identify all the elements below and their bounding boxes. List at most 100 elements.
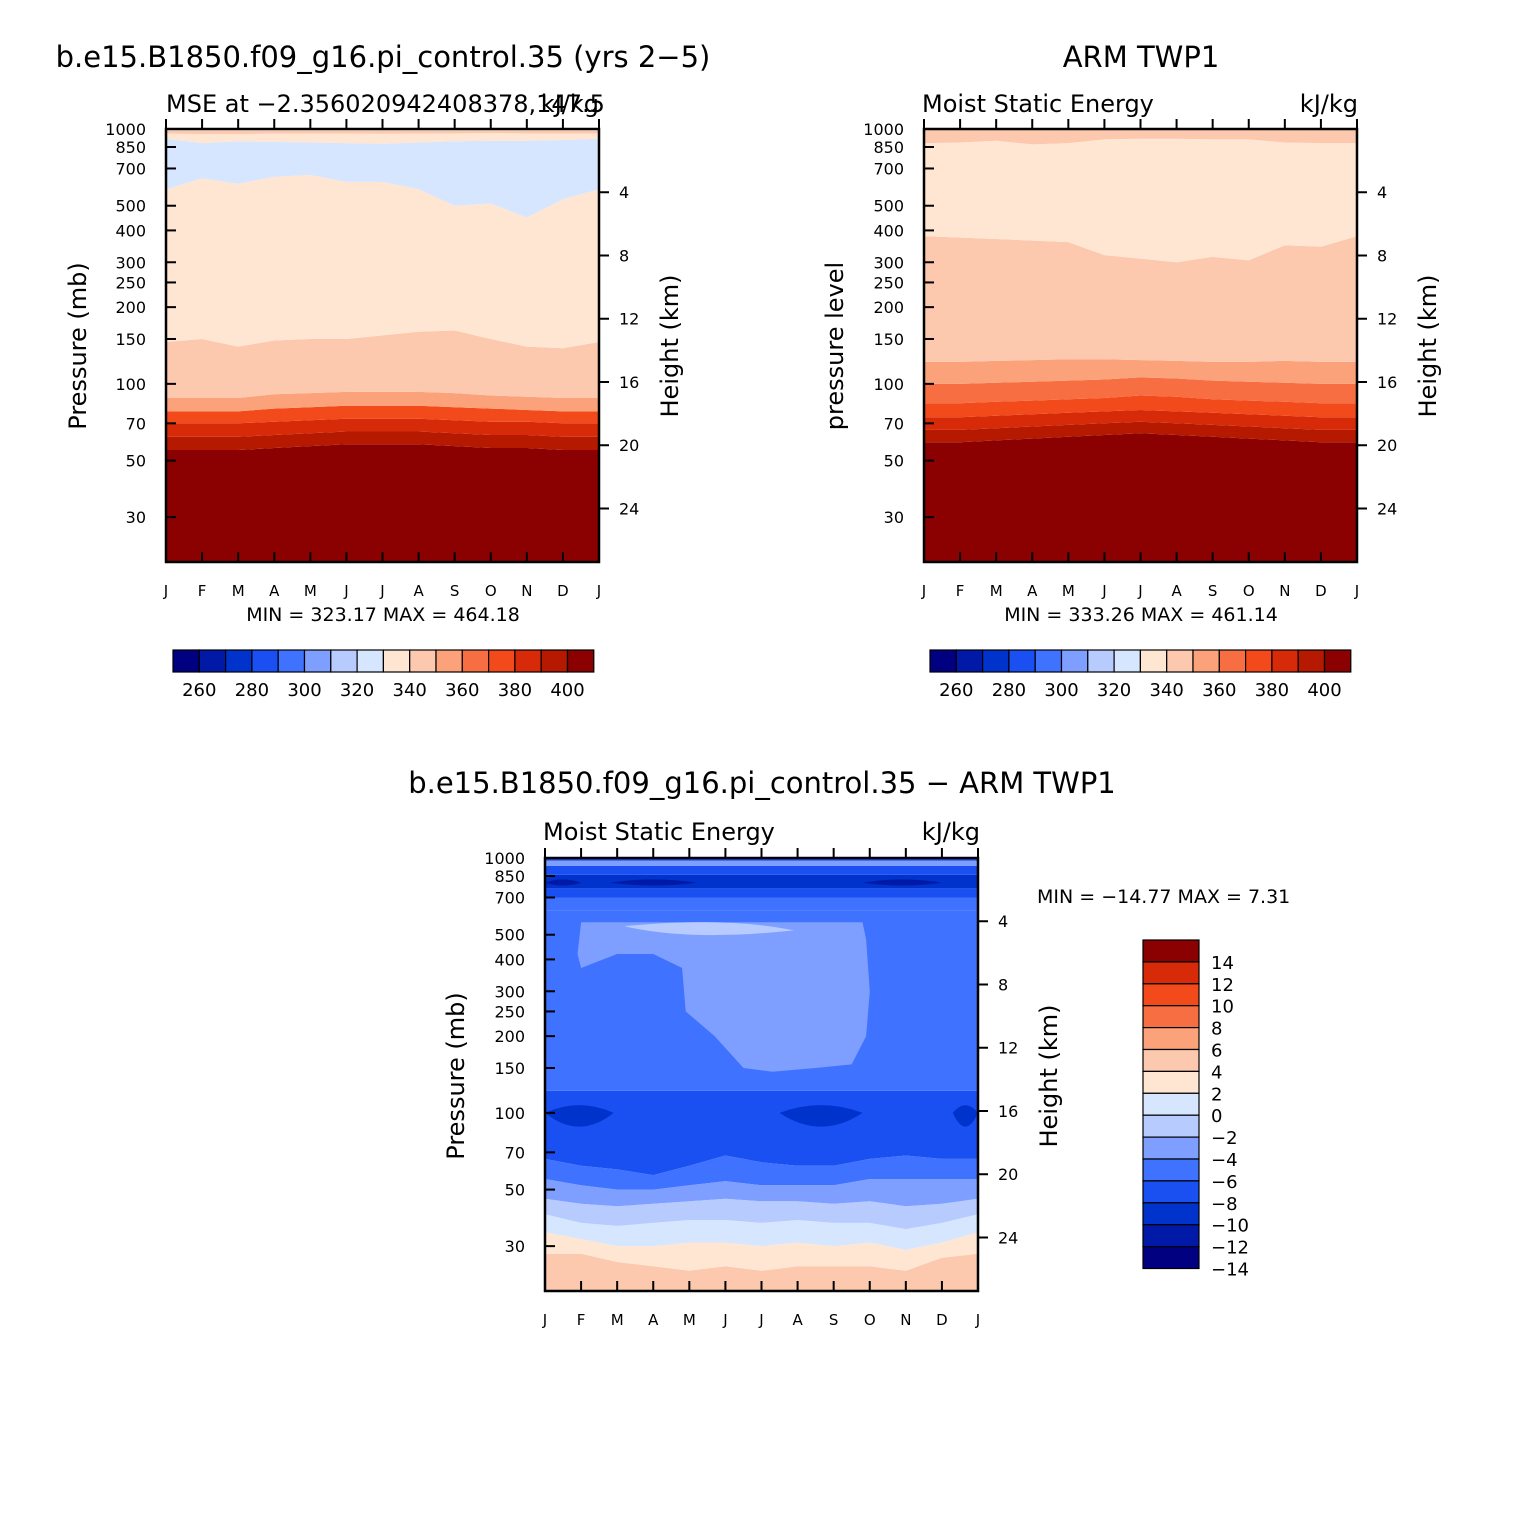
y-right-tick-label: 12 <box>1377 310 1397 329</box>
y-tick-label: 200 <box>494 1027 525 1046</box>
panel-diff: b.e15.B1850.f09_g16.pi_control.35 − ARM … <box>408 766 1290 1329</box>
x-tick-label: O <box>485 582 497 600</box>
x-tick-label: A <box>413 582 424 600</box>
contour-band <box>545 1155 978 1190</box>
colorbar-label: 300 <box>1044 680 1078 701</box>
y-tick-label: 700 <box>873 159 904 178</box>
x-tick-label: J <box>921 582 926 600</box>
y-tick-label: 30 <box>884 508 904 527</box>
colorbar-box <box>1142 961 1200 985</box>
y-right-tick-label: 12 <box>619 310 639 329</box>
y-tick-label: 400 <box>494 950 525 969</box>
y-tick-label: 200 <box>115 298 146 317</box>
colorbar-box <box>1142 1180 1200 1204</box>
colorbar-box <box>1192 649 1220 673</box>
colorbar-box <box>1142 1026 1200 1051</box>
x-tick-label: N <box>521 582 532 600</box>
panel-diff-title: b.e15.B1850.f09_g16.pi_control.35 − ARM … <box>408 766 1116 800</box>
colorbar-box <box>929 649 957 673</box>
colorbar-box <box>1142 983 1200 1007</box>
y-tick-label: 300 <box>873 253 904 272</box>
colorbar-label: 260 <box>182 680 216 701</box>
colorbar-box <box>409 649 437 673</box>
y-right-tick-label: 16 <box>619 373 639 392</box>
panel-model: b.e15.B1850.f09_g16.pi_control.35 (yrs 2… <box>56 40 711 701</box>
panel-obs-y-right-label: Height (km) <box>1414 275 1442 418</box>
colorbar-box <box>540 649 569 673</box>
y-right-tick-label: 4 <box>619 183 629 202</box>
colorbar-label: −6 <box>1211 1172 1238 1193</box>
panel-obs-stats: MIN = 333.26 MAX = 461.14 <box>1004 604 1278 626</box>
contour-band <box>545 1232 978 1271</box>
colorbar-box <box>566 649 595 673</box>
x-tick-label: D <box>557 582 569 600</box>
x-tick-label: J <box>1354 582 1359 600</box>
y-tick-label: 50 <box>126 452 146 471</box>
colorbar-label: −10 <box>1211 1216 1249 1237</box>
x-tick-label: D <box>1315 582 1327 600</box>
colorbar-box <box>1113 649 1141 673</box>
contour-band <box>545 860 978 866</box>
y-tick-label: 30 <box>126 508 146 527</box>
x-tick-label: J <box>975 1311 980 1329</box>
y-tick-label: 30 <box>505 1237 525 1256</box>
colorbar-box <box>303 649 332 673</box>
colorbar-box <box>981 649 1010 673</box>
y-tick-label: 500 <box>115 197 146 216</box>
contour-band <box>545 1090 978 1176</box>
y-right-tick-label: 8 <box>619 246 629 265</box>
y-tick-label: 1000 <box>484 849 525 868</box>
y-tick-label: 500 <box>494 926 525 945</box>
colorbar-label: −4 <box>1211 1150 1238 1171</box>
contour-band <box>166 175 599 349</box>
x-tick-label: M <box>611 1311 624 1329</box>
contour-band <box>545 1105 614 1127</box>
colorbar-label: 380 <box>1255 680 1289 701</box>
contour-band <box>924 359 1357 384</box>
colorbar-label: 260 <box>939 680 973 701</box>
y-right-tick-label: 12 <box>998 1039 1018 1058</box>
x-tick-label: A <box>1171 582 1182 600</box>
contour-band <box>924 138 1357 263</box>
y-tick-label: 850 <box>115 138 146 157</box>
colorbar-box <box>1008 649 1036 673</box>
x-tick-label: S <box>1208 582 1218 600</box>
contour-band <box>166 444 599 562</box>
colorbar-label: 280 <box>992 680 1026 701</box>
colorbar-label: −2 <box>1211 1128 1238 1149</box>
y-right-tick-label: 16 <box>1377 373 1397 392</box>
colorbar-box <box>955 649 984 673</box>
colorbar-box <box>1297 649 1326 673</box>
colorbar-box <box>225 649 253 673</box>
y-right-tick-label: 24 <box>1377 499 1397 518</box>
colorbar-box <box>382 649 411 673</box>
y-tick-label: 1000 <box>863 120 904 139</box>
x-tick-label: J <box>758 1311 763 1329</box>
panel-model-title: b.e15.B1850.f09_g16.pi_control.35 (yrs 2… <box>56 40 711 74</box>
x-tick-label: F <box>577 1311 586 1329</box>
colorbar-label: 320 <box>340 680 374 701</box>
contour-band <box>862 879 942 886</box>
colorbar-box <box>1087 649 1115 673</box>
x-tick-label: A <box>269 582 280 600</box>
colorbar-label: 2 <box>1211 1084 1222 1105</box>
panel-obs-right-string: kJ/kg <box>1300 90 1358 118</box>
colorbar-label: 12 <box>1211 975 1234 996</box>
x-tick-label: J <box>163 582 168 600</box>
y-right-tick-label: 4 <box>1377 183 1387 202</box>
panel-model-y-right-label: Height (km) <box>656 275 684 418</box>
panel-diff-contour-fills <box>545 858 978 1291</box>
panel-obs-left-string: Moist Static Energy <box>922 90 1154 118</box>
y-tick-label: 250 <box>494 1002 525 1021</box>
y-tick-label: 70 <box>884 414 904 433</box>
panel-diff-right-string: kJ/kg <box>922 818 980 846</box>
colorbar-box <box>330 649 358 673</box>
x-tick-label: D <box>936 1311 948 1329</box>
y-tick-label: 850 <box>873 138 904 157</box>
contour-band <box>545 1214 978 1250</box>
y-tick-label: 100 <box>115 375 146 394</box>
colorbar-label: −8 <box>1211 1194 1238 1215</box>
colorbar-label: −12 <box>1211 1238 1249 1259</box>
x-tick-label: N <box>1279 582 1290 600</box>
